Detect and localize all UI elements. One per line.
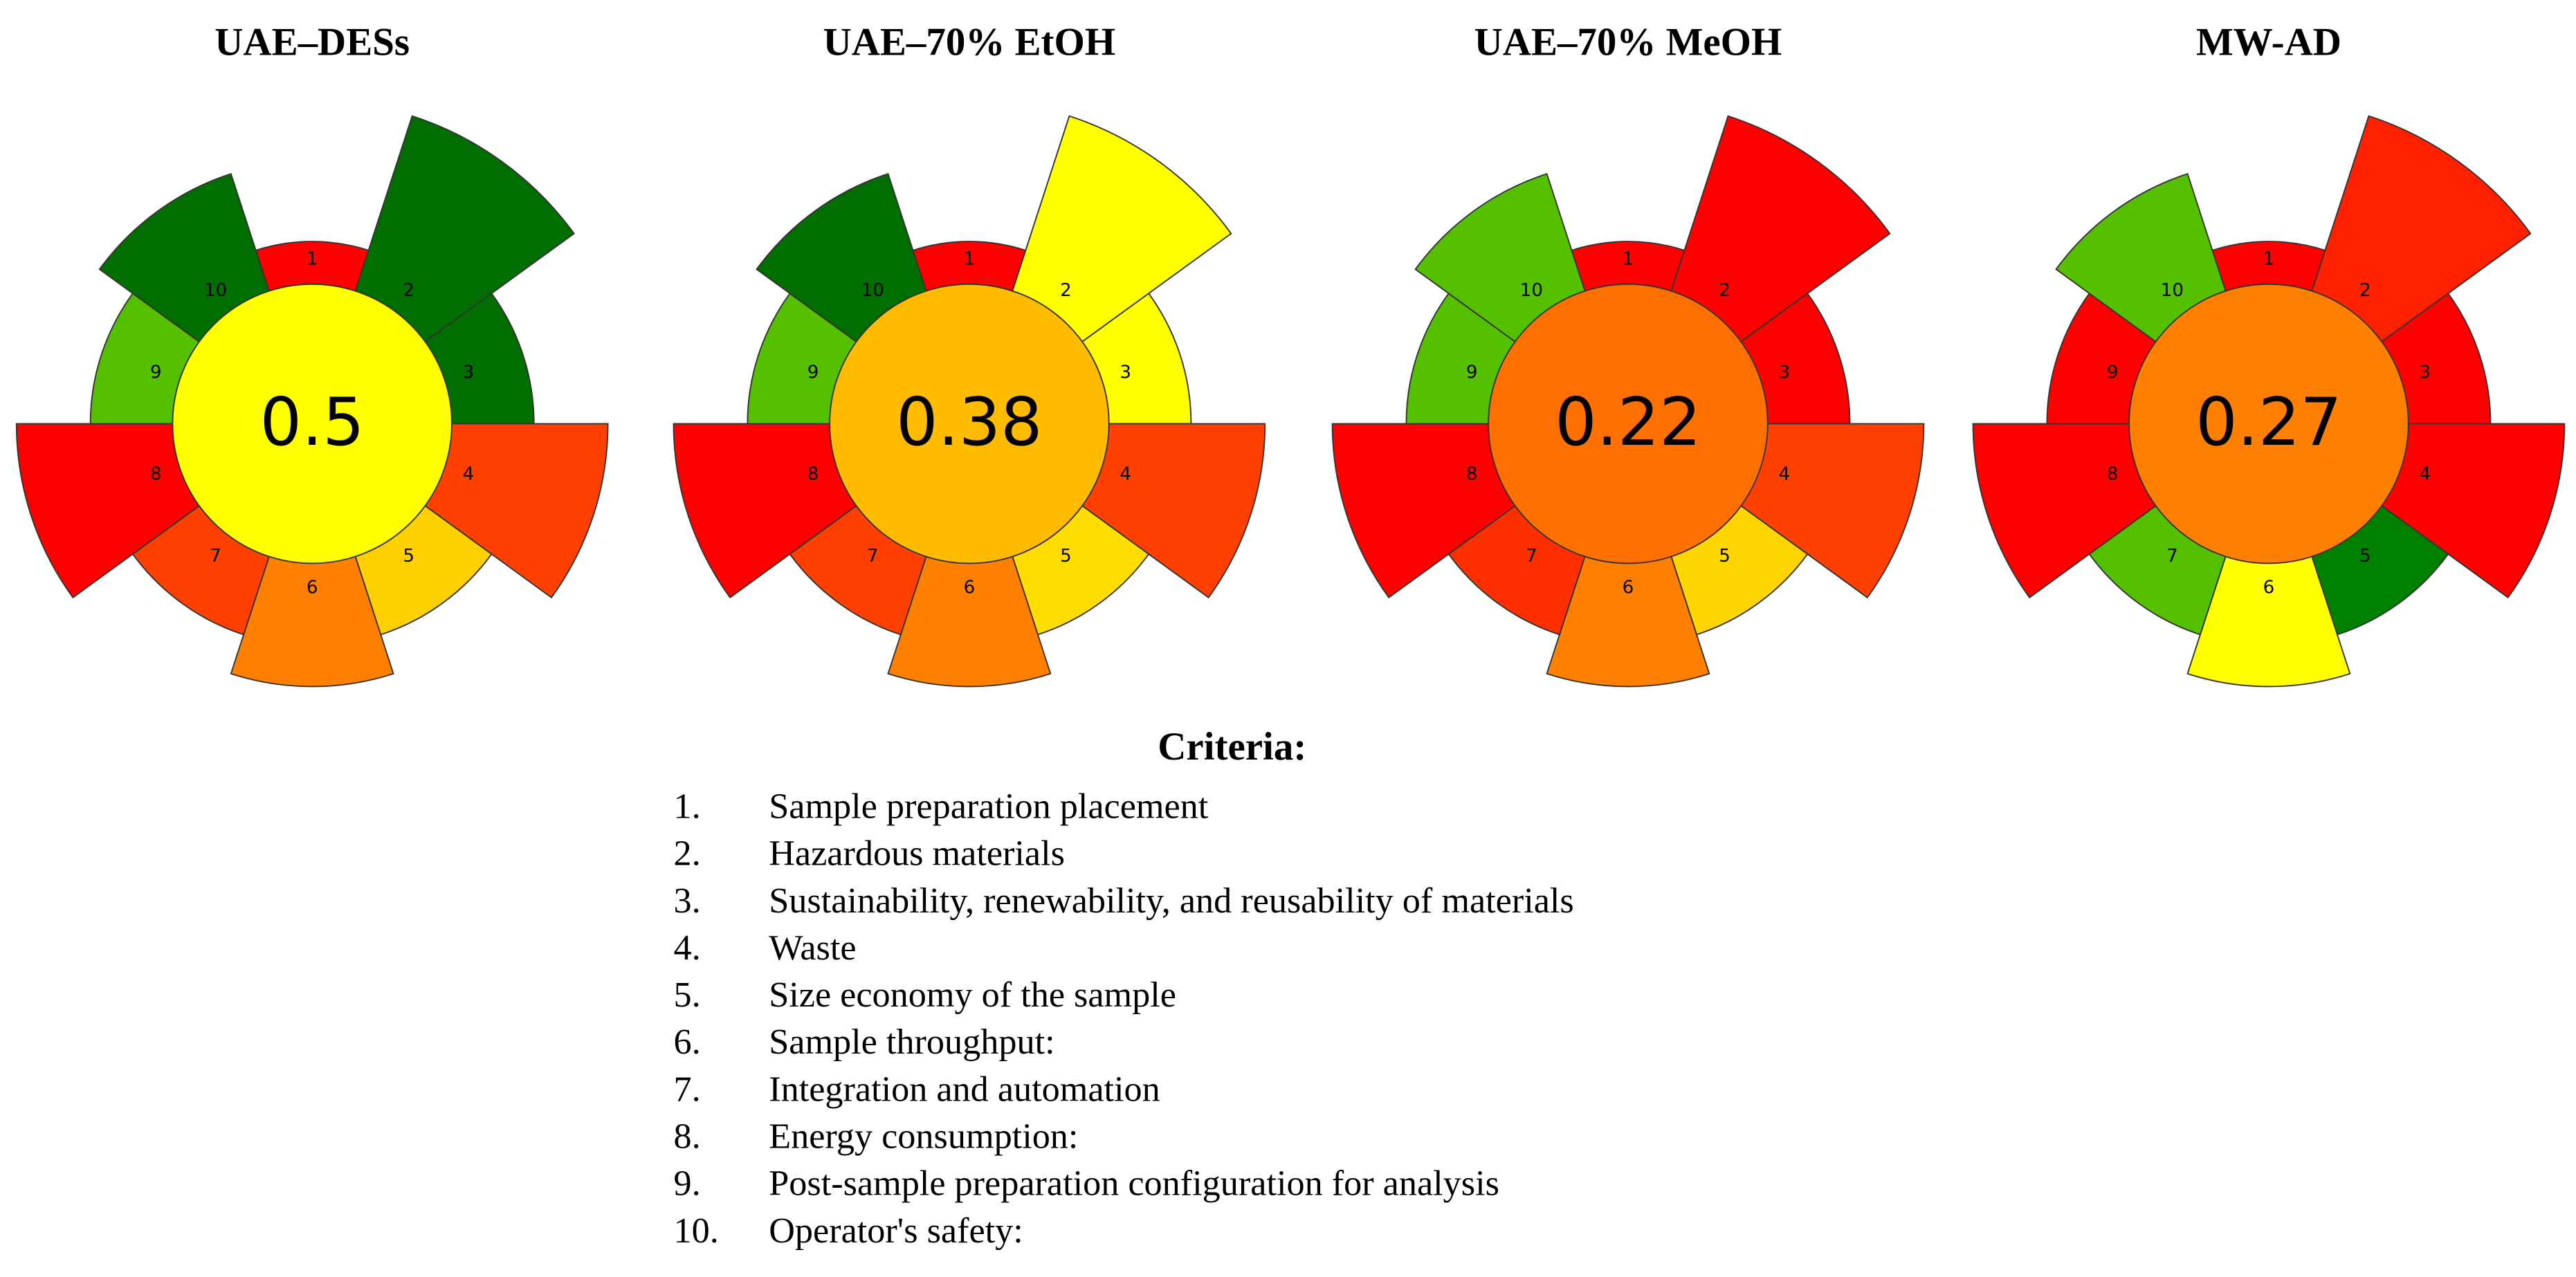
- score: 0.27: [2195, 385, 2341, 461]
- segment-label: 5: [1060, 546, 1072, 567]
- segment-label: 10: [2161, 280, 2184, 301]
- criterion-text: Sample throughput:: [769, 1022, 1054, 1062]
- segment-label: 9: [2107, 362, 2119, 383]
- segment-label: 3: [1778, 362, 1790, 383]
- segment-label: 1: [1623, 249, 1634, 270]
- segment-label: 2: [403, 280, 414, 301]
- segment-label: 1: [964, 249, 976, 270]
- segment-label: 2: [2359, 280, 2371, 301]
- segment-label: 8: [1466, 463, 1478, 484]
- score: 0.38: [896, 385, 1042, 461]
- segment-label: 2: [1060, 280, 1072, 301]
- segment-label: 7: [1526, 546, 1537, 567]
- pictogram: 1 2 3 4 5 6 7 8 9 10 0.22: [1331, 115, 1925, 688]
- segment-label: 10: [1520, 280, 1543, 301]
- criterion-number: 6.: [674, 1022, 701, 1062]
- panel-title: UAE–DESs: [214, 21, 410, 64]
- score: 0.5: [260, 385, 365, 461]
- segment-label: 3: [463, 362, 475, 383]
- criterion-text: Size economy of the sample: [769, 975, 1176, 1015]
- criterion-number: 2.: [674, 834, 701, 874]
- center-circle: [172, 283, 453, 564]
- criterion-text: Integration and automation: [769, 1069, 1160, 1109]
- pictogram: 1 2 3 4 5 6 7 8 9 10 0.27: [1972, 115, 2566, 688]
- panel-title: UAE–70% MeOH: [1474, 21, 1782, 64]
- score: 0.22: [1555, 385, 1701, 461]
- segment-label: 6: [964, 577, 976, 598]
- criterion-number: 10.: [674, 1211, 719, 1251]
- criterion-text: Post-sample preparation configuration fo…: [769, 1164, 1499, 1204]
- segment-label: 6: [1623, 577, 1634, 598]
- segment-label: 7: [210, 546, 221, 567]
- segment-label: 1: [2263, 249, 2275, 270]
- pictogram: 1 2 3 4 5 6 7 8 9 10 0.5: [15, 115, 609, 688]
- criterion-text: Operator's safety:: [769, 1211, 1023, 1251]
- criterion-number: 5.: [674, 975, 701, 1015]
- segment-label: 8: [807, 463, 819, 484]
- segment-label: 6: [307, 577, 318, 598]
- center-circle: [829, 283, 1110, 564]
- segment-label: 10: [204, 280, 227, 301]
- segment-label: 5: [2359, 546, 2371, 567]
- segment-label: 8: [2107, 463, 2119, 484]
- segment-label: 7: [867, 546, 879, 567]
- segment-label: 9: [150, 362, 162, 383]
- criterion-number: 4.: [674, 928, 701, 968]
- segment-label: 9: [807, 362, 819, 383]
- pictogram: 1 2 3 4 5 6 7 8 9 10 0.38: [673, 115, 1266, 688]
- criterion-text: Waste: [769, 928, 856, 968]
- segment-label: 1: [307, 249, 318, 270]
- segment-label: 4: [463, 463, 475, 484]
- segment-label: 3: [2419, 362, 2431, 383]
- center-circle: [1488, 283, 1769, 564]
- criterion-text: Sample preparation placement: [769, 787, 1209, 827]
- criterion-number: 1.: [674, 787, 701, 827]
- segment-label: 9: [1466, 362, 1478, 383]
- center-circle: [2128, 283, 2409, 564]
- segment-label: 6: [2263, 577, 2275, 598]
- criterion-text: Energy consumption:: [769, 1116, 1078, 1156]
- criterion-number: 8.: [674, 1116, 701, 1156]
- criterion-text: Hazardous materials: [769, 834, 1065, 874]
- segment-label: 7: [2166, 546, 2178, 567]
- criterion-number: 9.: [674, 1164, 701, 1204]
- criteria-title: Criteria:: [1158, 725, 1306, 769]
- criterion-number: 3.: [674, 881, 701, 921]
- segment-label: 4: [1120, 463, 1131, 484]
- segment-label: 10: [861, 280, 884, 301]
- segment-label: 3: [1120, 362, 1131, 383]
- segment-label: 2: [1719, 280, 1730, 301]
- segment-label: 5: [403, 546, 414, 567]
- panel-title: MW-AD: [2196, 21, 2341, 64]
- segment-label: 4: [1778, 463, 1790, 484]
- segment-label: 4: [2419, 463, 2431, 484]
- segment-label: 8: [150, 463, 162, 484]
- panel-title: UAE–70% EtOH: [823, 21, 1116, 64]
- criterion-text: Sustainability, renewability, and reusab…: [769, 881, 1574, 921]
- segment-label: 5: [1719, 546, 1730, 567]
- criterion-number: 7.: [674, 1069, 701, 1109]
